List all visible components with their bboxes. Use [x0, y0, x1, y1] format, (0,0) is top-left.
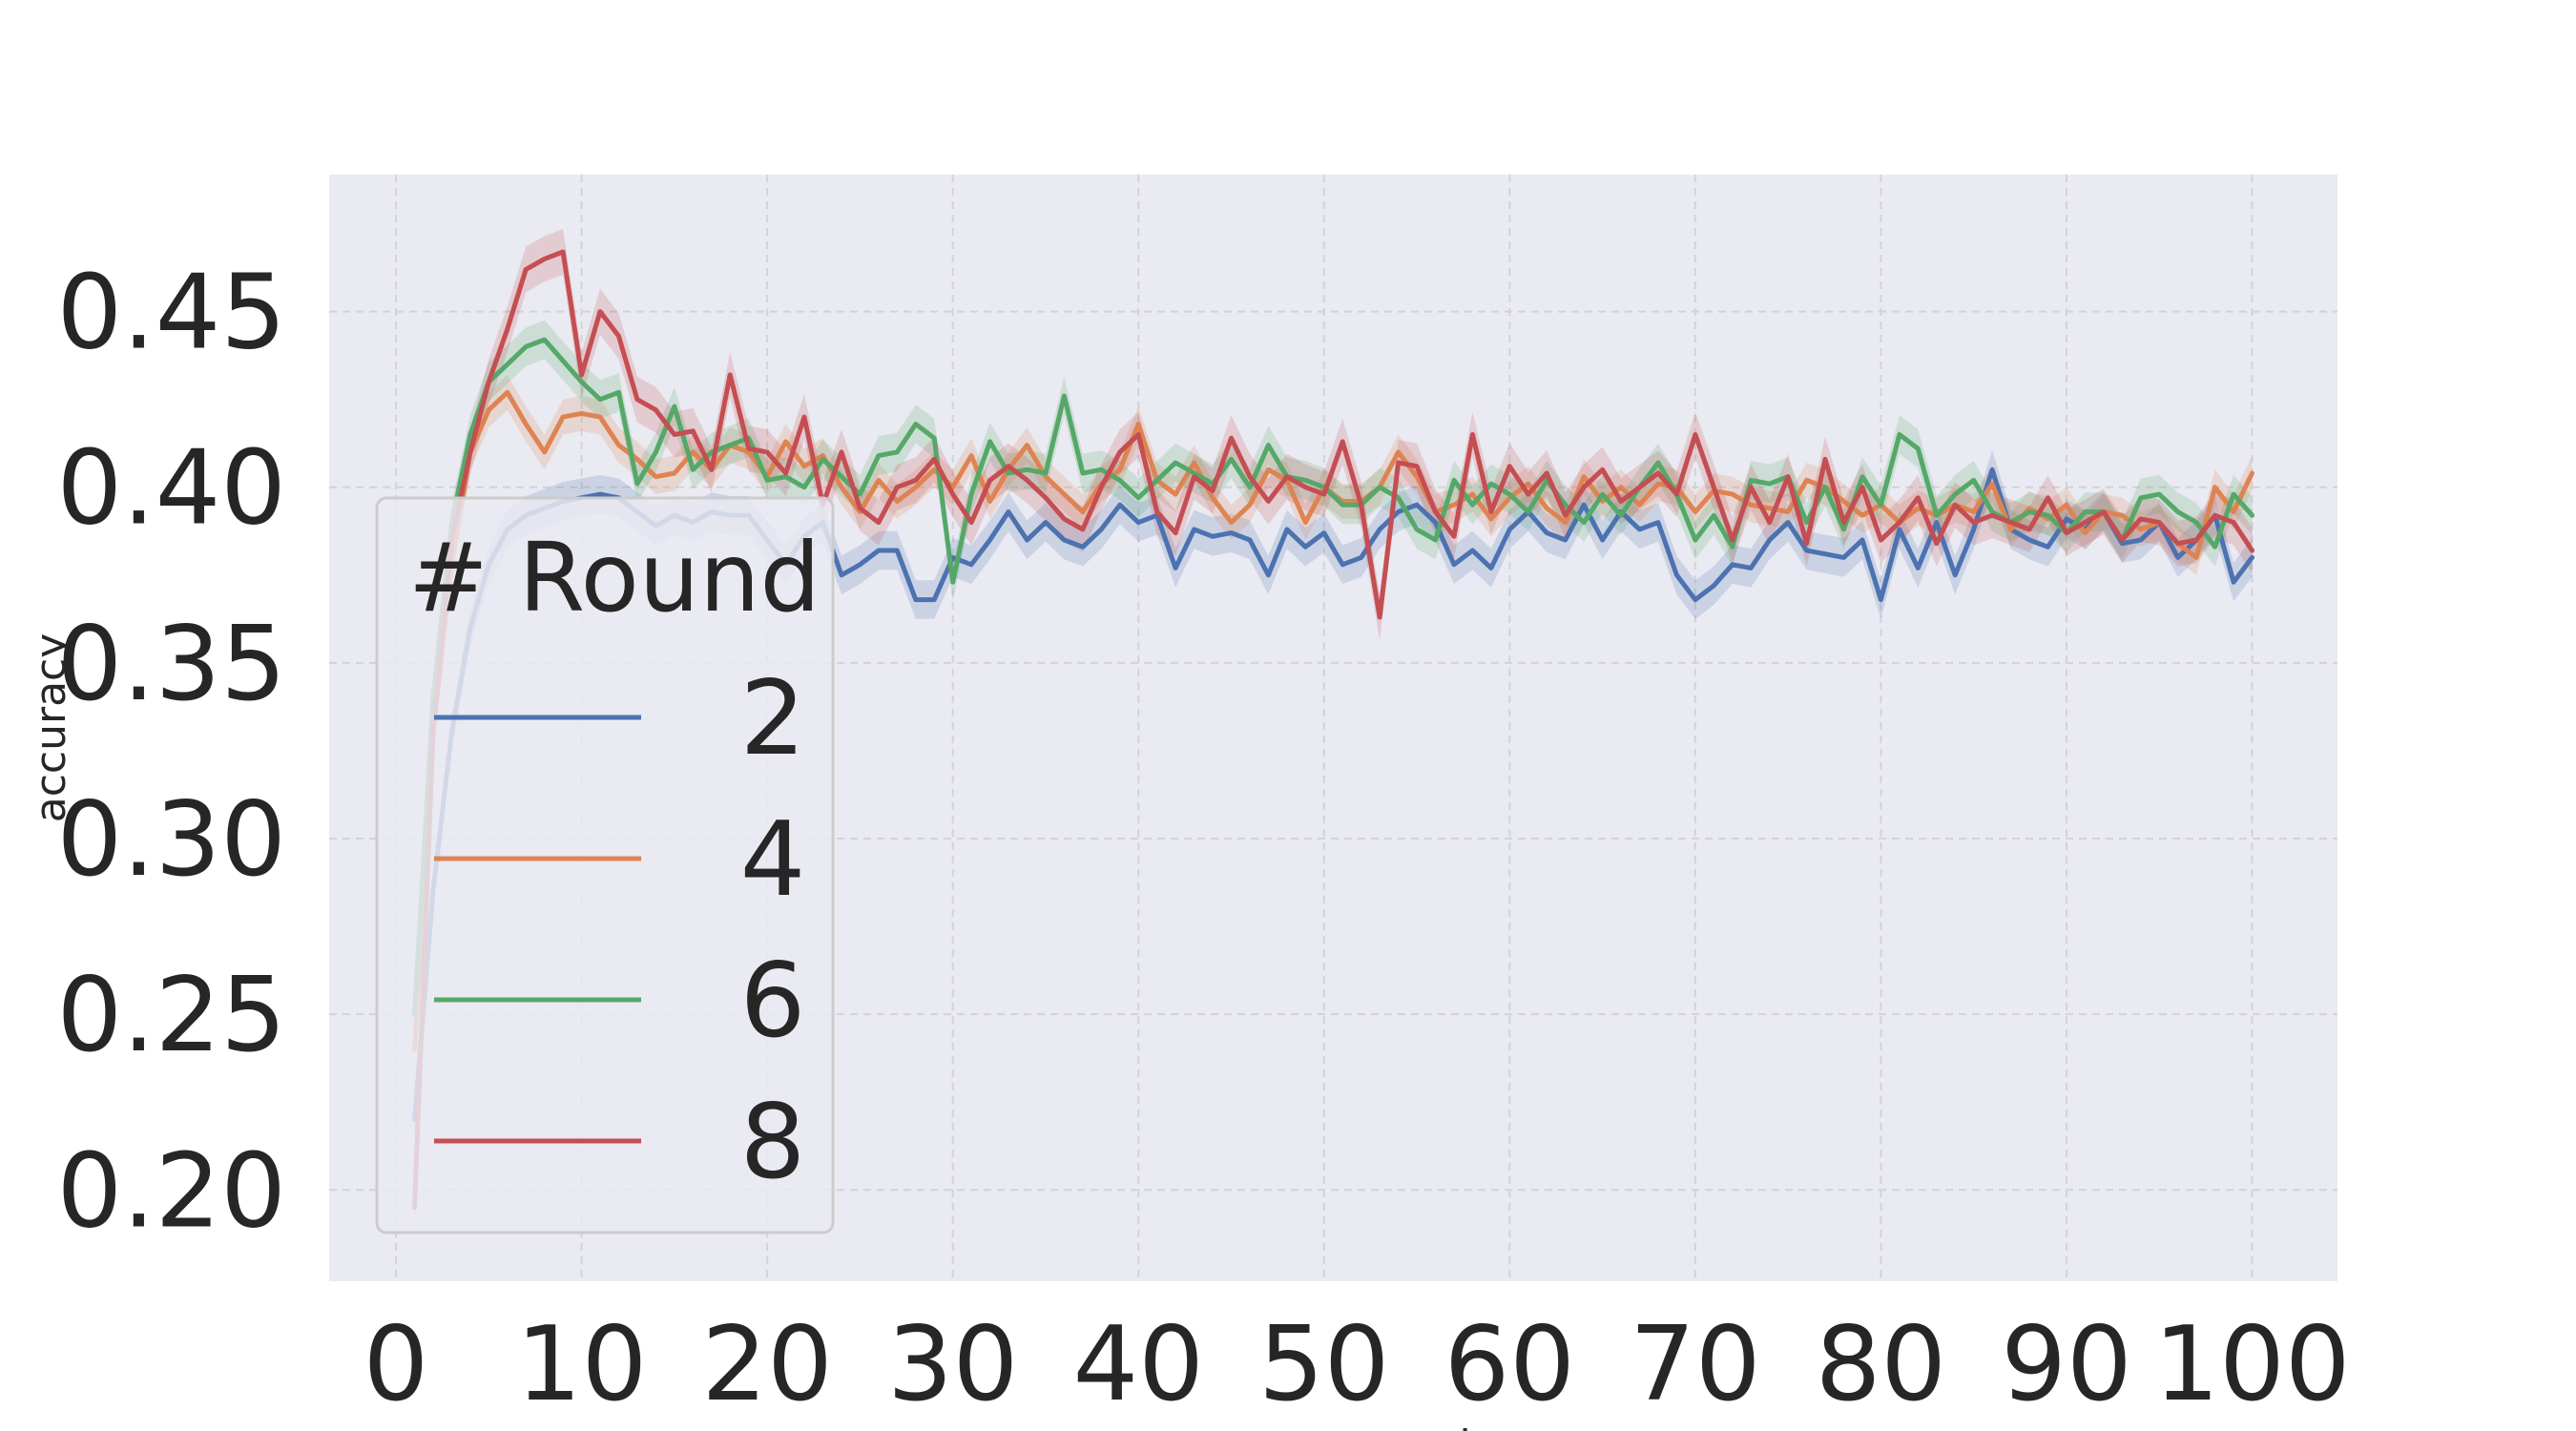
legend-box	[375, 496, 835, 1234]
x-tick-label: 50	[1258, 1305, 1389, 1424]
y-tick-label: 0.20	[57, 1131, 286, 1251]
legend-label: 4	[740, 800, 806, 920]
series-8-band	[414, 229, 2253, 1231]
x-tick-label: 60	[1444, 1305, 1575, 1424]
x-axis-label: server_round	[1195, 1421, 1470, 1431]
series-8-line	[412, 249, 2254, 1211]
x-tick-labels: 0 10 20 30 40 50 60 70 80 90 100	[364, 1305, 2351, 1424]
legend-item-6: 6	[434, 942, 805, 1061]
legend-label: 2	[740, 659, 806, 778]
y-axis-label: accuracy	[27, 633, 75, 823]
x-tick-label: 40	[1073, 1305, 1204, 1424]
legend-label: 6	[740, 942, 806, 1061]
x-tick-label: 90	[2001, 1305, 2131, 1424]
y-tick-labels: 0.20 0.25 0.30 0.35 0.40 0.45	[57, 254, 286, 1252]
legend-title: # Round	[408, 522, 821, 633]
y-tick-label: 0.30	[57, 780, 286, 900]
y-tick-label: 0.35	[57, 605, 286, 724]
x-tick-label: 0	[364, 1305, 429, 1424]
legend: # Round 2 4 6 8	[375, 496, 835, 1234]
series-6-line	[412, 337, 2254, 1017]
x-tick-label: 70	[1630, 1305, 1760, 1424]
legend-label: 8	[740, 1083, 806, 1202]
x-tick-label: 100	[2153, 1305, 2350, 1424]
y-tick-label: 0.45	[57, 254, 286, 373]
legend-item-4: 4	[434, 800, 805, 920]
x-tick-label: 10	[516, 1305, 647, 1424]
x-tick-label: 20	[701, 1305, 832, 1424]
x-tick-label: 80	[1816, 1305, 1946, 1424]
legend-item-8: 8	[434, 1083, 805, 1202]
x-tick-label: 30	[887, 1305, 1018, 1424]
legend-entries: 2 4 6 8	[434, 659, 805, 1202]
legend-item-2: 2	[434, 659, 805, 778]
y-tick-label: 0.25	[57, 956, 286, 1075]
y-tick-label: 0.40	[57, 429, 286, 549]
